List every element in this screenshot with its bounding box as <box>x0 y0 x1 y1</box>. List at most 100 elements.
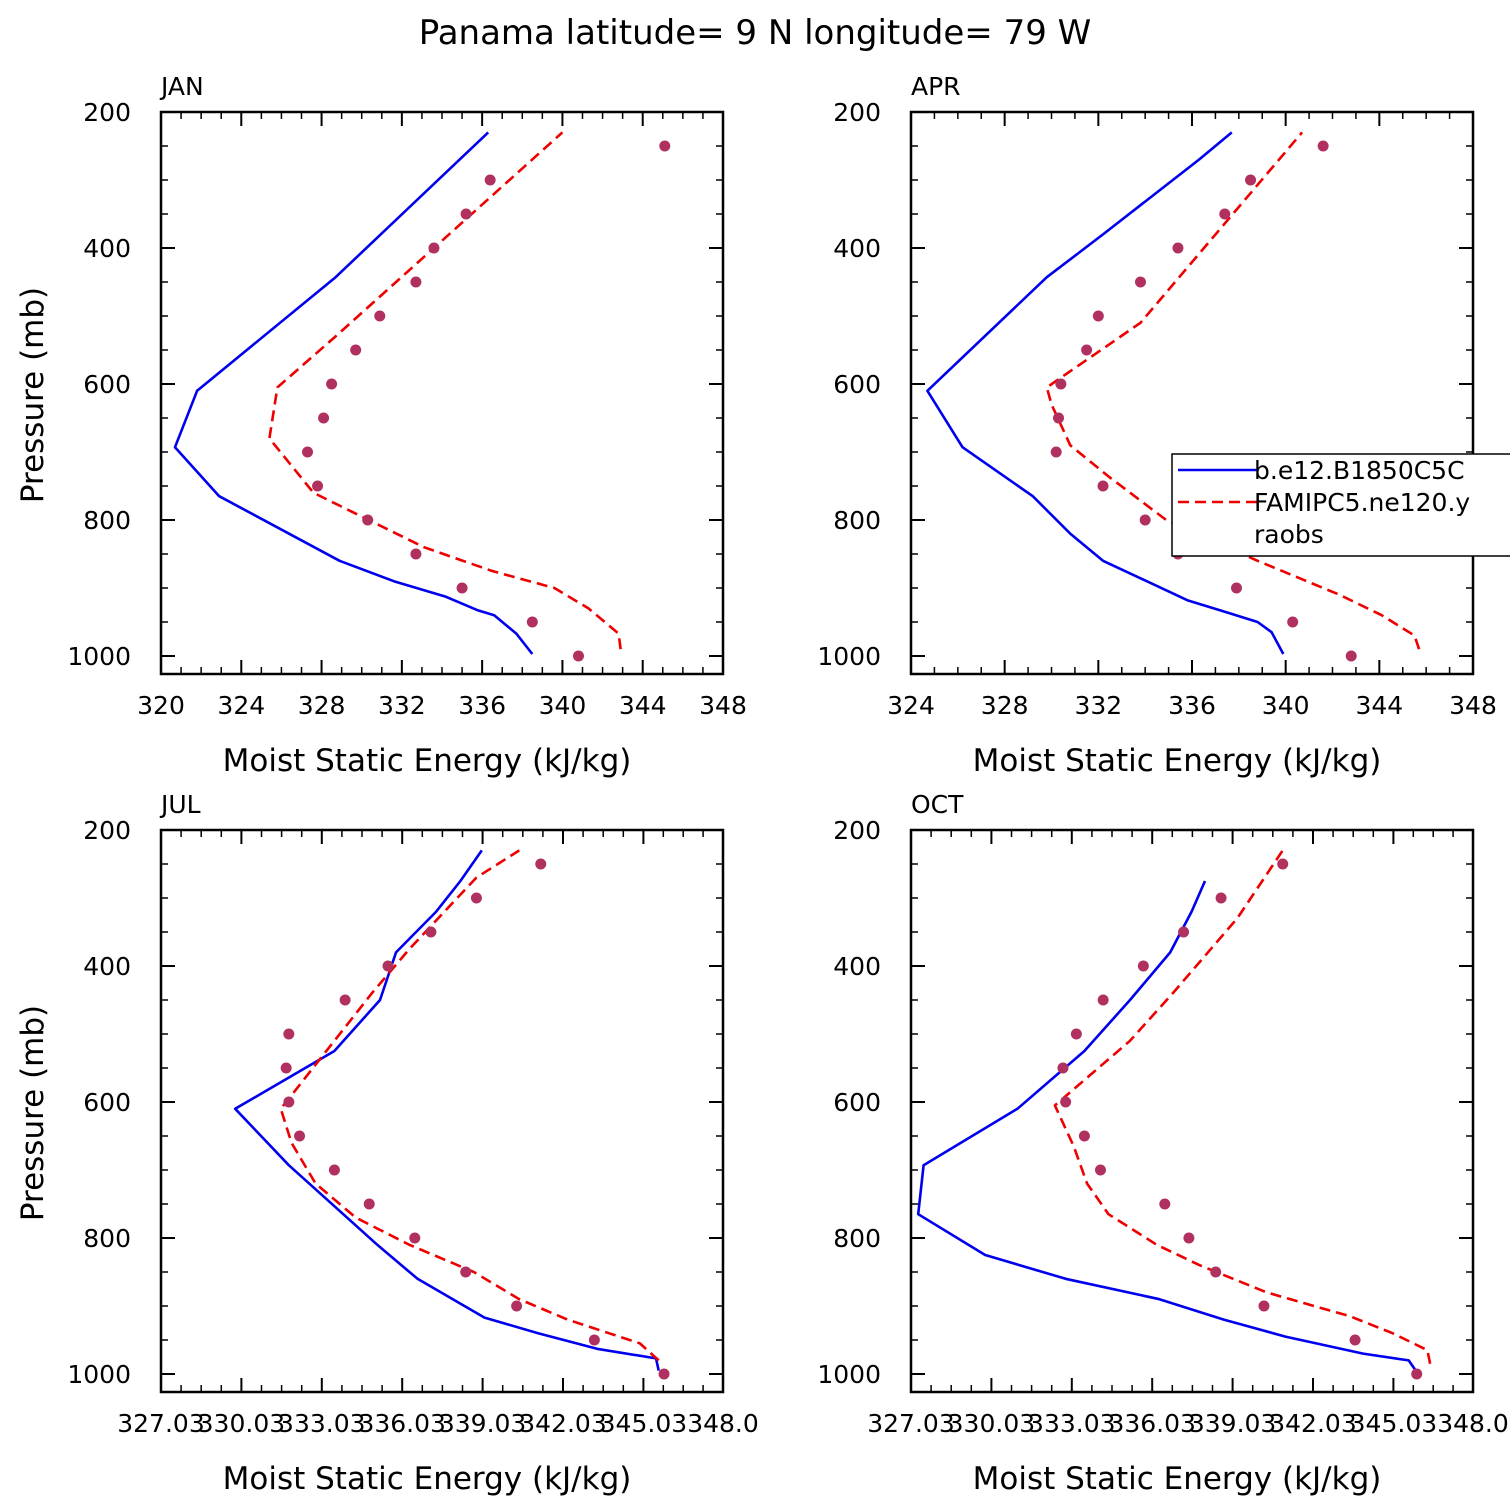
x-tick-label: 344 <box>1355 691 1403 720</box>
obs-point <box>1178 926 1190 938</box>
y-tick-label: 600 <box>83 1088 131 1117</box>
obs-point <box>1411 1368 1423 1380</box>
legend-label: b.e12.B1850C5C <box>1254 456 1465 485</box>
y-tick-label: 800 <box>833 506 881 535</box>
obs-point <box>280 1062 292 1074</box>
obs-point <box>1287 616 1299 628</box>
x-tick-label: 328 <box>298 691 346 720</box>
panel-jan: JAN 320 324 328 332 336 340 344 348 200 400 600 800 1… <box>15 72 747 779</box>
obs-point <box>1050 446 1062 458</box>
obs-point <box>1134 276 1146 288</box>
obs-point <box>535 858 547 870</box>
obs-point <box>1070 1028 1082 1040</box>
x-tick-label: 320 <box>137 691 185 720</box>
series-b-e12-line <box>233 849 660 1371</box>
y-tick-label: 200 <box>83 816 131 845</box>
series-raobs <box>1050 140 1357 662</box>
series-famipc5-line <box>1053 849 1432 1365</box>
x-tick-label: 339.03 <box>439 1409 526 1438</box>
x-tick-label: 332 <box>1074 691 1122 720</box>
obs-point <box>1210 1266 1222 1278</box>
obs-point <box>409 1232 421 1244</box>
obs-point <box>283 1096 295 1108</box>
x-tick-label: 333.03 <box>278 1409 365 1438</box>
obs-point <box>283 1028 295 1040</box>
obs-point <box>1097 480 1109 492</box>
obs-point <box>425 926 437 938</box>
series-famipc5-line <box>268 131 622 650</box>
y-tick-label: 200 <box>833 98 881 127</box>
y-tick-label: 600 <box>833 370 881 399</box>
x-tick-label: 345.03 <box>1350 1409 1437 1438</box>
obs-point <box>1349 1334 1361 1346</box>
x-tick-label: 348 <box>699 691 747 720</box>
x-tick-label: 336 <box>458 691 506 720</box>
y-tick-label: 400 <box>833 234 881 263</box>
obs-point <box>1172 242 1184 254</box>
y-axis-label: Pressure (mb) <box>15 1005 51 1221</box>
x-tick-label: 327.03 <box>867 1409 954 1438</box>
obs-point <box>1183 1232 1195 1244</box>
x-tick-label: 327.03 <box>117 1409 204 1438</box>
x-tick-label: 336.03 <box>1108 1409 1195 1438</box>
obs-point <box>1159 1198 1171 1210</box>
y-tick-label: 1000 <box>817 1360 881 1389</box>
series-b-e12-line <box>173 131 534 655</box>
series-b-e12-line <box>916 880 1418 1373</box>
x-tick-label: 340 <box>539 691 587 720</box>
legend: b.e12.B1850C5C FAMIPC5.ne120.y raobs <box>1171 453 1510 557</box>
series-famipc5-line <box>1045 131 1421 650</box>
obs-point <box>1230 582 1242 594</box>
x-tick-label: 342.03 <box>1269 1409 1356 1438</box>
figure-title: Panama latitude= 9 N longitude= 79 W <box>419 13 1092 53</box>
obs-point <box>1060 1096 1072 1108</box>
x-axis-label: Moist Static Energy (kJ/kg) <box>223 743 632 779</box>
obs-point <box>294 1130 306 1142</box>
y-tick-label: 1000 <box>67 642 131 671</box>
panel-label: OCT <box>911 790 964 819</box>
obs-point <box>326 378 338 390</box>
plot-frame <box>159 828 725 1394</box>
obs-point <box>484 174 496 186</box>
obs-point <box>1057 1062 1069 1074</box>
obs-point <box>1078 1130 1090 1142</box>
obs-point <box>1277 858 1289 870</box>
x-tick-label: 336.03 <box>358 1409 445 1438</box>
y-tick-label: 1000 <box>67 1360 131 1389</box>
obs-point <box>1258 1300 1270 1312</box>
obs-point <box>339 994 351 1006</box>
obs-point <box>470 892 482 904</box>
obs-point <box>526 616 538 628</box>
x-tick-label: 348.0 <box>687 1409 759 1438</box>
panel-label: APR <box>911 72 961 101</box>
y-axis-label: Pressure (mb) <box>15 287 51 503</box>
obs-point <box>312 480 324 492</box>
series-b-e12-line <box>926 131 1285 655</box>
x-tick-label: 348 <box>1449 691 1497 720</box>
x-axis-label: Moist Static Energy (kJ/kg) <box>223 1461 632 1497</box>
obs-point <box>1139 514 1151 526</box>
obs-point <box>456 582 468 594</box>
obs-point <box>362 514 374 526</box>
series-raobs <box>1057 858 1423 1380</box>
x-tick-label: 344 <box>619 691 667 720</box>
obs-point <box>363 1198 375 1210</box>
obs-point <box>1317 140 1329 152</box>
obs-point <box>1215 892 1227 904</box>
y-tick-label: 200 <box>83 98 131 127</box>
obs-point <box>1081 344 1093 356</box>
panel-apr: APR 324 328 332 336 340 344 348 200 400 600 800 1000… <box>817 72 1496 779</box>
obs-point <box>302 446 314 458</box>
obs-point <box>328 1164 340 1176</box>
obs-point <box>428 242 440 254</box>
y-tick-label: 400 <box>83 234 131 263</box>
y-tick-label: 400 <box>833 952 881 981</box>
obs-point <box>658 1368 670 1380</box>
panel-oct: OCT327.03330.03333.03336.03339.03342.033… <box>817 790 1508 1497</box>
obs-point <box>460 1266 472 1278</box>
y-tick-label: 200 <box>833 816 881 845</box>
obs-point <box>1053 412 1065 424</box>
x-tick-label: 324 <box>217 691 265 720</box>
x-tick-label: 340 <box>1262 691 1310 720</box>
